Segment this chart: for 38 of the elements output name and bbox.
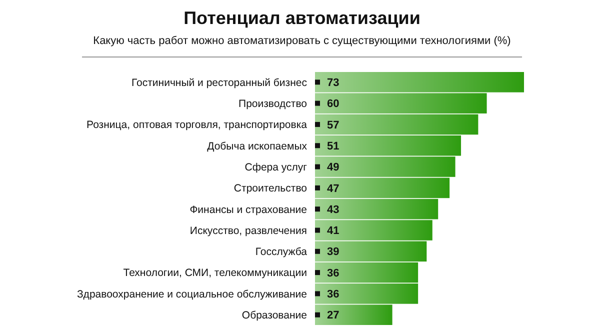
data-label: 27 bbox=[327, 310, 340, 322]
y-tick-label: Производство bbox=[238, 98, 308, 110]
y-tick-label: Розница, оптовая торговля, транспортировка bbox=[86, 119, 308, 132]
data-label: 60 bbox=[327, 98, 340, 110]
y-tick-label: Финансы и страхование bbox=[190, 204, 308, 216]
bar bbox=[315, 114, 478, 135]
bar bbox=[315, 220, 432, 240]
data-label: 36 bbox=[327, 267, 340, 280]
y-tick-label: Гостиничный и ресторанный бизнес bbox=[132, 76, 307, 89]
chart-subtitle: Какую часть работ можно автоматизировать с существующими технологиями (%) bbox=[93, 35, 511, 47]
data-label: 51 bbox=[327, 140, 340, 152]
y-tick-label: Добыча ископаемых bbox=[207, 140, 308, 152]
y-tick-label: Сфера услуг bbox=[244, 161, 308, 174]
data-label: 47 bbox=[327, 182, 340, 195]
chart-title: Потенциал автоматизации bbox=[184, 8, 420, 28]
bar bbox=[315, 198, 438, 220]
data-label: 36 bbox=[327, 288, 340, 301]
data-label: 49 bbox=[327, 162, 340, 174]
data-label: 41 bbox=[327, 225, 340, 238]
bar bbox=[315, 241, 427, 262]
y-tick-label: Образование bbox=[242, 310, 308, 322]
y-tick-label: Технологии, СМИ, телекоммуникации bbox=[123, 267, 308, 280]
bar bbox=[315, 156, 456, 177]
bar bbox=[315, 93, 487, 114]
data-label: 43 bbox=[327, 204, 340, 216]
data-label: 57 bbox=[327, 119, 340, 132]
y-tick-label: Искусство, развлечения bbox=[190, 224, 307, 237]
bar bbox=[315, 304, 392, 325]
bar bbox=[315, 72, 524, 92]
data-label: 73 bbox=[327, 77, 340, 90]
bar bbox=[315, 178, 450, 198]
y-tick-label: Здравоохранение и социальное обслуживание bbox=[76, 288, 308, 300]
data-label: 39 bbox=[327, 246, 340, 258]
y-tick-label: Госслужба bbox=[255, 246, 308, 258]
bar bbox=[315, 262, 418, 283]
y-tick-label: Строительство bbox=[234, 182, 308, 195]
bar bbox=[315, 135, 462, 156]
bar bbox=[315, 284, 418, 304]
